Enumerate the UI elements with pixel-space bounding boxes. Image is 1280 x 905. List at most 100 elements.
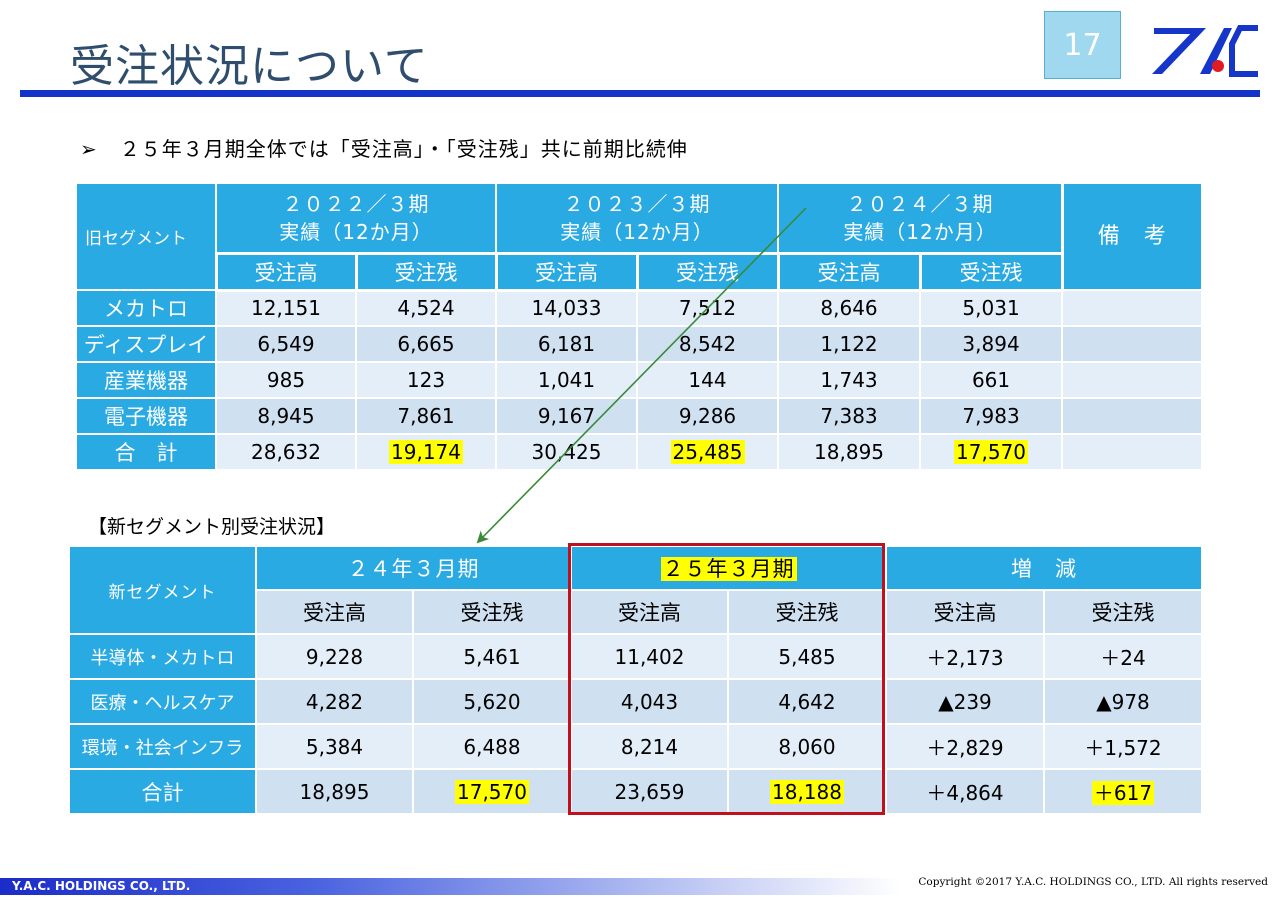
cell: 7,861 — [354, 397, 498, 435]
cell: 3,894 — [919, 325, 1064, 363]
col-orders: 受注高 — [570, 589, 729, 635]
highlight: 17,570 — [455, 779, 529, 804]
summary-bullet: ➢ ２５年３月期全体では「受注高」・「受注残」共に前期比続伸 — [80, 133, 688, 162]
cell: 6,488 — [412, 723, 572, 770]
cell: 28,632 — [215, 433, 357, 471]
cell-highlighted: ＋617 — [1043, 768, 1203, 815]
col-orders: 受注高 — [255, 589, 414, 635]
cell: ▲239 — [885, 678, 1045, 725]
cell: 18,895 — [255, 768, 414, 815]
remarks-cell — [1061, 361, 1204, 399]
cell: 5,461 — [412, 633, 572, 680]
col-backlog: 受注残 — [918, 251, 1064, 292]
highlight: ２５年３月期 — [660, 557, 797, 581]
cell: 1,041 — [495, 361, 639, 399]
page-number: 17 — [1044, 11, 1121, 79]
total-row: 合 計 28,632 19,174 30,425 25,485 18,895 1… — [75, 433, 1204, 471]
cell: 6,665 — [354, 325, 498, 363]
row-label: 産業機器 — [75, 361, 217, 399]
company-logo — [1152, 25, 1258, 77]
cell: 9,167 — [495, 397, 639, 435]
arrow-bullet-icon: ➢ — [80, 137, 98, 161]
cell: ▲978 — [1043, 678, 1203, 725]
cell: ＋2,173 — [885, 633, 1045, 680]
col-backlog: 受注残 — [635, 251, 780, 292]
cell: 8,214 — [570, 723, 729, 770]
cell: 23,659 — [570, 768, 729, 815]
cell-highlighted: 25,485 — [636, 433, 780, 471]
cell: 8,646 — [777, 289, 922, 327]
row-label: 電子機器 — [75, 397, 217, 435]
cell: 985 — [215, 361, 357, 399]
cell: 144 — [636, 361, 780, 399]
new-segment-table: 新セグメント ２４年３月期 ２５年３月期 増 減 受注高 受注残 受注高 受注残… — [68, 545, 1203, 815]
cell: 8,542 — [636, 325, 780, 363]
cell: 9,286 — [636, 397, 780, 435]
page-title: 受注状況について — [70, 41, 429, 92]
row-label: メカトロ — [75, 289, 217, 327]
table-row: 電子機器 8,945 7,861 9,167 9,286 7,383 7,983 — [75, 397, 1204, 435]
period-header-2024: ２０２４／３期 実績（12か月） — [777, 182, 1064, 254]
cell: 14,033 — [495, 289, 639, 327]
title-underline — [20, 90, 1260, 97]
cell: 4,282 — [255, 678, 414, 725]
cell-highlighted: 17,570 — [412, 768, 572, 815]
row-label: 合 計 — [75, 433, 217, 471]
col-backlog: 受注残 — [354, 251, 498, 292]
col-orders: 受注高 — [885, 589, 1045, 635]
cell: 123 — [354, 361, 498, 399]
row-label: ディスプレイ — [75, 325, 217, 363]
old-segment-table: 旧セグメント ２０２２／３期 実績（12か月） ２０２３／３期 実績（12か月） ２… — [75, 182, 1204, 471]
footer-bar — [0, 878, 900, 895]
col-orders: 受注高 — [494, 251, 639, 292]
cell: 5,620 — [412, 678, 572, 725]
row-label: 半導体・メカトロ — [68, 633, 257, 680]
highlight: 19,174 — [389, 440, 463, 464]
col-backlog: 受注残 — [412, 589, 572, 635]
cell: ＋24 — [1043, 633, 1203, 680]
cell: 4,642 — [727, 678, 887, 725]
cell: 8,060 — [727, 723, 887, 770]
row-label: 医療・ヘルスケア — [68, 678, 257, 725]
cell-highlighted: 19,174 — [354, 433, 498, 471]
table-row: 環境・社会インフラ 5,384 6,488 8,214 8,060 ＋2,829… — [68, 723, 1203, 770]
highlight: 17,570 — [954, 440, 1029, 464]
copyright: Copyright ©2017 Y.A.C. HOLDINGS CO., LTD… — [918, 876, 1268, 888]
col-backlog: 受注残 — [1043, 589, 1203, 635]
cell: 7,383 — [777, 397, 922, 435]
cell: 661 — [919, 361, 1064, 399]
footer-company: Y.A.C. HOLDINGS CO., LTD. — [12, 879, 191, 893]
remarks-cell — [1061, 325, 1204, 363]
remarks-header: 備 考 — [1061, 182, 1204, 291]
remarks-cell — [1061, 289, 1204, 327]
cell: 5,384 — [255, 723, 414, 770]
cell: 4,524 — [354, 289, 498, 327]
cell-highlighted: 17,570 — [919, 433, 1064, 471]
cell: 11,402 — [570, 633, 729, 680]
table-row: 医療・ヘルスケア 4,282 5,620 4,043 4,642 ▲239 ▲9… — [68, 678, 1203, 725]
cell: 1,743 — [777, 361, 922, 399]
summary-text: ２５年３月期全体では「受注高」・「受注残」共に前期比続伸 — [119, 137, 688, 161]
cell: 5,485 — [727, 633, 887, 680]
cell: ＋1,572 — [1043, 723, 1203, 770]
cell: 8,945 — [215, 397, 357, 435]
cell: 18,895 — [777, 433, 922, 471]
cell: 12,151 — [215, 289, 357, 327]
row-label: 合計 — [68, 768, 257, 815]
highlight: 18,188 — [770, 779, 844, 804]
cell: 7,512 — [636, 289, 780, 327]
col-orders: 受注高 — [776, 251, 922, 292]
fy25-emphasis-box — [568, 543, 885, 815]
period-header-fy25: ２５年３月期 — [570, 545, 887, 591]
period-header-2022: ２０２２／３期 実績（12か月） — [214, 182, 498, 254]
table-row: 半導体・メカトロ 9,228 5,461 11,402 5,485 ＋2,173… — [68, 633, 1203, 680]
remarks-cell — [1061, 397, 1204, 435]
highlight: ＋617 — [1091, 781, 1155, 805]
col-backlog: 受注残 — [727, 589, 887, 635]
cell: 9,228 — [255, 633, 414, 680]
cell: ＋4,864 — [885, 768, 1045, 815]
period-header-fy24: ２４年３月期 — [255, 545, 572, 591]
total-row: 合計 18,895 17,570 23,659 18,188 ＋4,864 ＋6… — [68, 768, 1203, 815]
cell: 6,549 — [215, 325, 357, 363]
remarks-cell — [1061, 433, 1204, 471]
